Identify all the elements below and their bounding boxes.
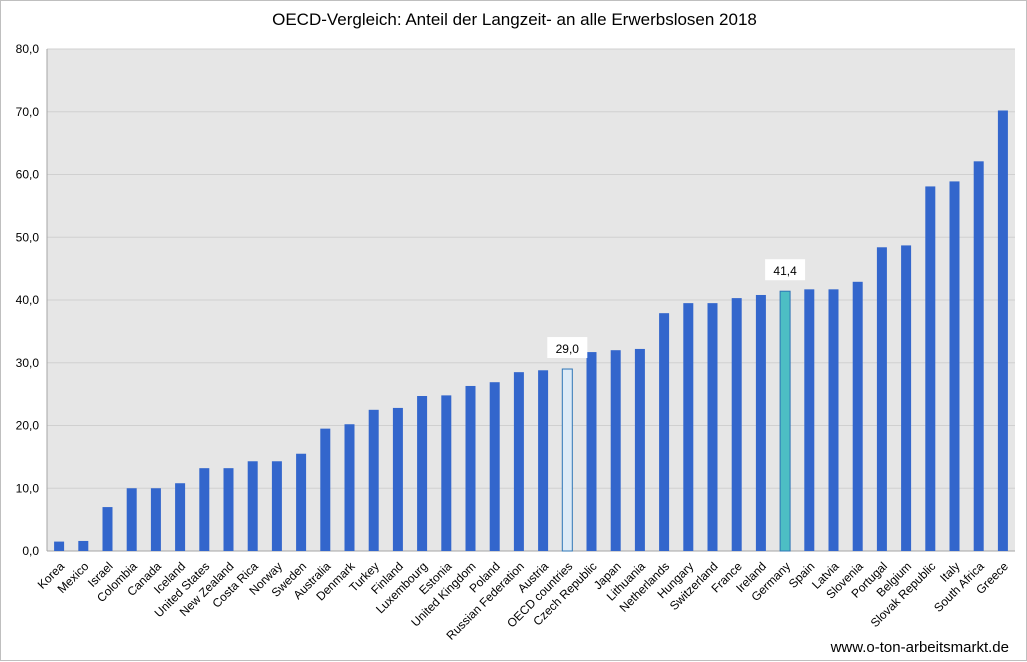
bar-south-africa xyxy=(973,161,984,551)
bar-netherlands xyxy=(659,313,670,551)
bar-italy xyxy=(949,181,960,551)
bar-japan xyxy=(610,350,621,551)
bar-new-zealand xyxy=(223,468,234,551)
bar-poland xyxy=(489,382,500,551)
data-label: 29,0 xyxy=(556,342,580,356)
bar-israel xyxy=(102,507,113,551)
y-tick-label: 80,0 xyxy=(16,42,40,56)
bar-slovak-republic xyxy=(925,186,936,552)
bar-spain xyxy=(804,289,815,551)
bar-portugal xyxy=(876,247,887,552)
bar-estonia xyxy=(441,395,452,551)
bar-austria xyxy=(538,370,549,551)
y-tick-label: 50,0 xyxy=(16,230,40,244)
bar-finland xyxy=(392,407,403,551)
data-label-box xyxy=(547,337,588,359)
bar-lithuania xyxy=(634,348,645,551)
bar-czech-republic xyxy=(586,352,597,551)
bar-greece xyxy=(997,110,1008,552)
bar-belgium xyxy=(901,245,912,551)
bar-switzerland xyxy=(707,303,718,551)
bar-hungary xyxy=(683,303,694,551)
bar-denmark xyxy=(344,424,355,551)
bar-russian-federation xyxy=(513,372,524,551)
bar-turkey xyxy=(368,409,379,551)
bar-canada xyxy=(150,488,161,551)
bar-ireland xyxy=(755,294,766,551)
bar-germany xyxy=(779,290,791,552)
bar-oecd-countries xyxy=(561,368,573,552)
bar-iceland xyxy=(175,483,186,551)
bar-slovenia xyxy=(852,281,863,551)
bar-united-kingdom xyxy=(465,385,476,551)
footer-credit: www.o-ton-arbeitsmarkt.de xyxy=(830,639,1009,656)
bar-korea xyxy=(54,541,65,551)
bar-france xyxy=(731,298,742,551)
data-label-box xyxy=(765,259,806,281)
y-tick-label: 10,0 xyxy=(16,481,40,495)
chart-title: OECD-Vergleich: Anteil der Langzeit- an … xyxy=(272,10,757,29)
bar-mexico xyxy=(78,540,89,551)
y-tick-label: 30,0 xyxy=(16,356,40,370)
y-tick-label: 70,0 xyxy=(16,105,40,119)
bar-latvia xyxy=(828,289,839,551)
bar-luxembourg xyxy=(417,396,428,551)
bar-norway xyxy=(271,461,282,551)
y-tick-label: 0,0 xyxy=(22,544,39,558)
bar-colombia xyxy=(126,488,137,551)
bar-costa-rica xyxy=(247,461,258,551)
y-tick-label: 60,0 xyxy=(16,168,40,182)
y-tick-label: 40,0 xyxy=(16,293,40,307)
data-label: 41,4 xyxy=(773,264,797,278)
bar-australia xyxy=(320,428,331,551)
bar-sweden xyxy=(296,453,307,551)
bar-united-states xyxy=(199,468,210,551)
y-tick-label: 20,0 xyxy=(16,419,40,433)
